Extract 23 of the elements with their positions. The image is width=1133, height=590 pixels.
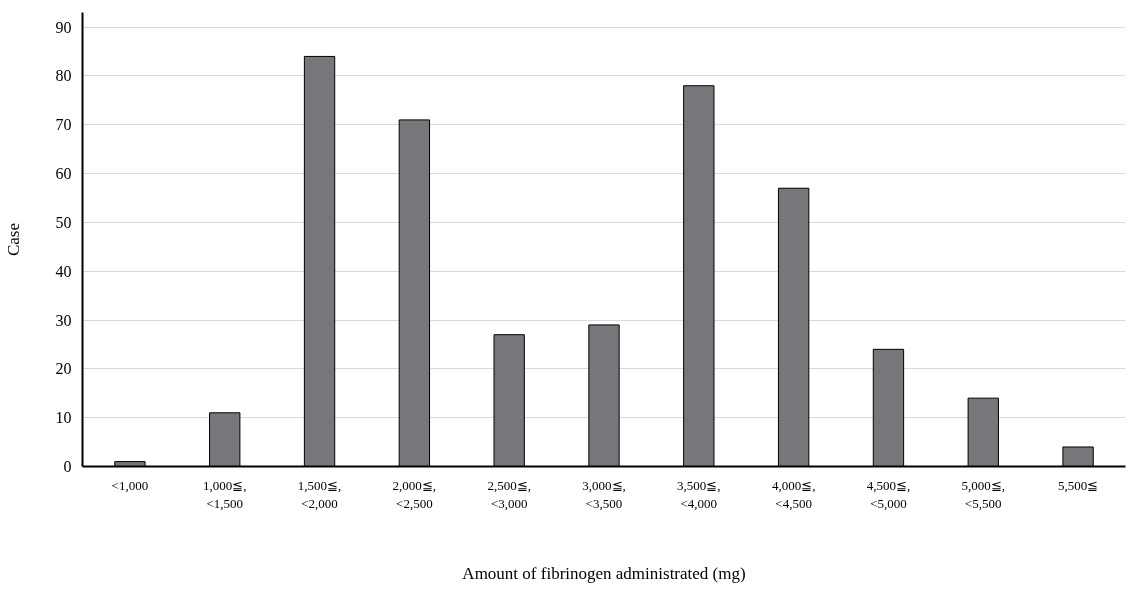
x-tick-label: 3,000≦, <3,500 [582,477,626,511]
y-tick-label: 30 [55,311,72,329]
x-tick-label: 3,500≦, <4,000 [677,477,721,511]
x-axis-title: Amount of fibrinogen administrated (mg) [462,563,746,583]
y-tick-label: 20 [55,360,72,378]
x-tick-label: 1,000≦, <1,500 [202,477,247,511]
y-tick-label: 0 [63,458,72,475]
x-tick-label: 5,000≦, <5,500 [961,477,1006,511]
y-tick-label: 70 [55,116,72,134]
x-tick-label: 2,500≦, <3,000 [487,477,531,511]
x-tick-label: 4,000≦, <4,500 [771,477,816,511]
y-tick-label: 90 [55,18,72,36]
x-tick-label: 5,500≦ [1057,477,1099,493]
x-tick-label: 4,500≦, <5,000 [866,477,911,511]
y-tick-label: 10 [55,409,72,427]
y-axis-title: Case [3,222,23,257]
y-tick-label: 60 [55,165,72,183]
y-tick-label: 40 [55,262,72,280]
x-tick-label: <1,000 [111,477,149,493]
x-tick-label: 2,000≦, <2,500 [392,477,437,511]
x-tick-label: 1,500≦, <2,000 [297,477,342,511]
y-tick-label: 50 [55,213,72,231]
y-tick-label: 80 [55,67,72,85]
